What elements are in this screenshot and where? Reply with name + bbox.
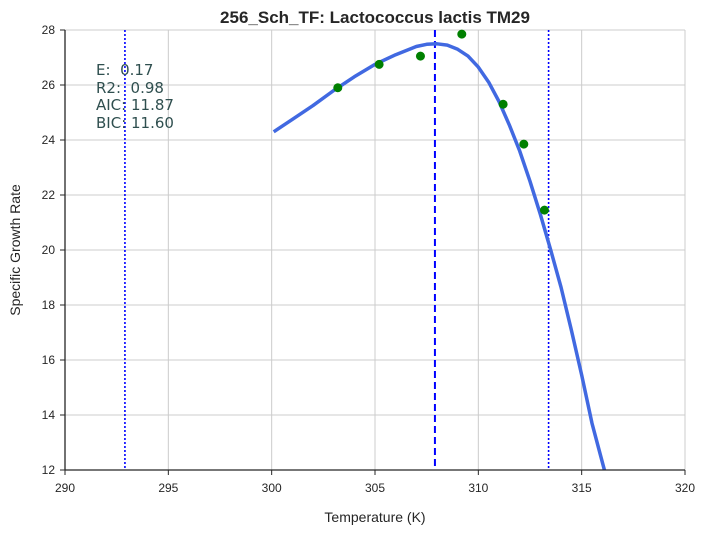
y-tick-label: 12: [42, 463, 56, 477]
y-tick-label: 24: [42, 133, 56, 147]
x-tick-label: 295: [158, 481, 178, 495]
stats-annotation: E: 0.17 R2: 0.98 AIC: 11.87 BIC: 11.60: [96, 61, 174, 132]
data-point: [498, 99, 508, 109]
y-axis-label: Specific Growth Rate: [7, 184, 23, 316]
data-point: [519, 139, 529, 149]
y-tick-label: 22: [42, 188, 56, 202]
tick-labels: 290 295 300 305 310 315 320 12 14 16 18 20 22 24 26 28: [42, 23, 696, 495]
x-tick-label: 310: [468, 481, 488, 495]
stat-r2: R2: 0.98: [96, 79, 164, 97]
stat-bic: BIC: 11.60: [96, 114, 174, 132]
y-tick-label: 18: [42, 298, 56, 312]
y-tick-label: 16: [42, 353, 56, 367]
reference-lines: [124, 30, 550, 470]
fit-curve: [272, 42, 607, 471]
x-tick-label: 290: [55, 481, 75, 495]
y-tick-label: 20: [42, 243, 56, 257]
chart-title: 256_Sch_TF: Lactococcus lactis TM29: [220, 8, 530, 27]
x-tick-label: 320: [675, 481, 695, 495]
plot-series: [272, 29, 607, 471]
x-tick-label: 300: [262, 481, 282, 495]
x-axis-label: Temperature (K): [324, 509, 425, 525]
y-tick-label: 26: [42, 78, 56, 92]
grid-lines: [64, 29, 686, 471]
stat-aic: AIC: 11.87: [96, 96, 174, 114]
x-tick-label: 315: [572, 481, 592, 495]
y-tick-label: 14: [42, 408, 56, 422]
y-tick-label: 28: [42, 23, 56, 37]
data-point: [333, 83, 343, 93]
data-point: [415, 51, 425, 61]
data-point: [457, 29, 467, 39]
x-tick-label: 305: [365, 481, 385, 495]
data-point: [539, 205, 549, 215]
stat-e: E: 0.17: [96, 61, 153, 79]
data-point: [374, 59, 384, 69]
